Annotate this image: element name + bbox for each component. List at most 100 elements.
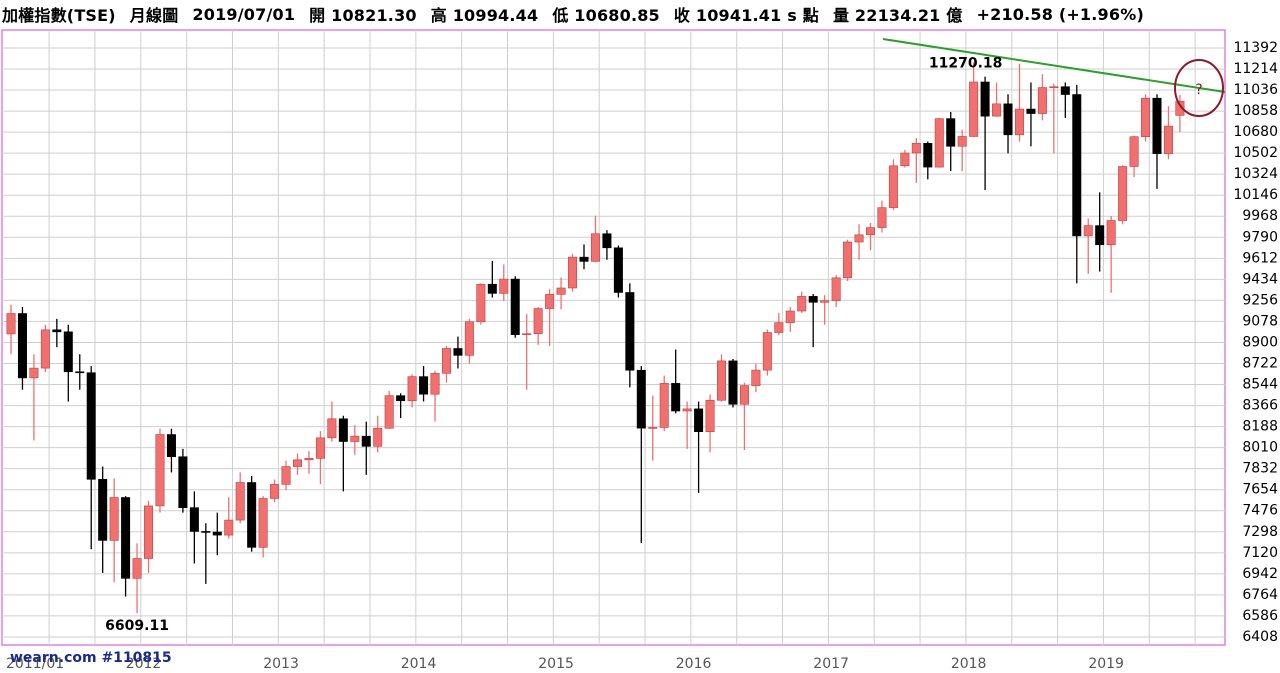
candle-body: [762, 332, 772, 371]
candle-body: [1072, 94, 1082, 237]
candle-body: [373, 427, 383, 447]
x-tick-label: 2012: [126, 656, 162, 672]
candle-body: [396, 395, 406, 402]
candle-body: [969, 81, 979, 137]
candle-body: [636, 369, 646, 429]
highlight-circle: [1174, 59, 1224, 117]
candle-body: [1141, 97, 1151, 138]
x-tick-label: 2015: [538, 656, 574, 672]
candle-body: [29, 367, 39, 379]
candle-body: [304, 458, 314, 461]
candle-body: [1106, 220, 1116, 246]
header-item: 加權指數(TSE): [2, 6, 116, 25]
candle-body: [361, 435, 371, 447]
candle-body: [625, 292, 635, 371]
candle-body: [327, 418, 337, 439]
candles: [6, 62, 1185, 614]
candle-body: [212, 531, 222, 536]
candle-body: [1118, 166, 1128, 221]
candle-body: [430, 373, 440, 395]
candle-body: [923, 143, 933, 168]
candle-body: [579, 256, 589, 262]
question-mark: ?: [1195, 82, 1202, 98]
candle-body: [739, 385, 749, 405]
candle-body: [911, 143, 921, 154]
candle-body: [510, 278, 520, 335]
header-item: 開 10821.30: [309, 6, 417, 25]
header-item: 低 10680.85: [552, 6, 660, 25]
candle-body: [464, 321, 474, 356]
candle-body: [235, 482, 245, 521]
candle-body: [292, 459, 302, 467]
candle-body: [121, 497, 131, 579]
candle-body: [155, 434, 165, 507]
candle-body: [201, 531, 211, 533]
candle-body: [568, 256, 578, 289]
header-item: 量 22134.21 億: [832, 6, 963, 25]
candle-body: [705, 399, 715, 432]
candle-body: [1037, 87, 1047, 114]
y-tick-label: 10502: [1233, 145, 1278, 161]
high-annotation: 11270.18: [929, 55, 1003, 71]
candle-body: [900, 152, 910, 167]
y-tick-label: 9612: [1242, 250, 1278, 266]
candle-body: [877, 207, 887, 228]
y-tick-label: 11392: [1233, 40, 1278, 56]
x-tick-label: 2014: [401, 656, 437, 672]
candle-body: [556, 287, 566, 295]
candle-body: [247, 482, 257, 548]
y-tick-label: 6408: [1242, 629, 1278, 645]
candle-body: [1026, 108, 1036, 114]
candle-body: [476, 283, 486, 323]
x-tick-label: 2018: [951, 656, 987, 672]
candle-body: [671, 383, 681, 412]
candle-body: [717, 360, 727, 401]
y-tick-label: 7476: [1242, 503, 1278, 519]
y-tick-label: 11036: [1233, 82, 1278, 98]
candle-body: [533, 308, 543, 335]
candle-body: [946, 118, 956, 147]
candle-body: [831, 277, 841, 301]
y-tick-label: 7832: [1242, 461, 1278, 477]
candle-body: [682, 408, 692, 412]
header-item: 2019/07/01: [192, 4, 296, 24]
low-annotation: 6609.11: [105, 618, 169, 634]
candle-body: [774, 322, 784, 333]
candle-body: [980, 81, 990, 117]
candle-body: [545, 294, 555, 309]
y-tick-label: 10324: [1233, 166, 1278, 182]
header-item: 高 10994.44: [430, 6, 539, 25]
y-tick-label: 9968: [1242, 208, 1278, 224]
y-tick-label: 7120: [1242, 545, 1278, 561]
candle-body: [1049, 86, 1059, 89]
y-tick-label: 9256: [1242, 292, 1278, 308]
y-tick-label: 9078: [1242, 313, 1278, 329]
candle-body: [281, 466, 291, 485]
candle-body: [751, 369, 761, 386]
candle-body: [1163, 125, 1173, 154]
candle-body: [1014, 108, 1024, 136]
candle-body: [419, 376, 429, 395]
candle-body: [384, 395, 394, 429]
x-tick-label: 2016: [676, 656, 712, 672]
candle-body: [797, 296, 807, 312]
candle-body: [63, 331, 73, 373]
header-item: 月線圖: [129, 6, 179, 25]
y-tick-label: 8722: [1242, 355, 1278, 371]
y-tick-label: 9790: [1242, 229, 1278, 245]
candle-body: [728, 360, 738, 405]
candle-body: [1003, 103, 1013, 136]
y-tick-label: 7654: [1242, 482, 1278, 498]
quote-header: 加權指數(TSE) 月線圖 2019/07/01 開 10821.30 高 10994.…: [0, 0, 1280, 28]
candle-body: [957, 136, 967, 147]
candle-body: [1083, 225, 1093, 237]
y-tick-label: 8188: [1242, 419, 1278, 435]
candle-body: [258, 498, 268, 548]
candle-body: [270, 484, 280, 499]
candle-body: [52, 329, 62, 333]
candle-body: [166, 434, 176, 458]
y-tick-label: 10680: [1233, 124, 1278, 140]
candle-body: [694, 408, 704, 432]
y-tick-label: 11214: [1233, 61, 1278, 77]
